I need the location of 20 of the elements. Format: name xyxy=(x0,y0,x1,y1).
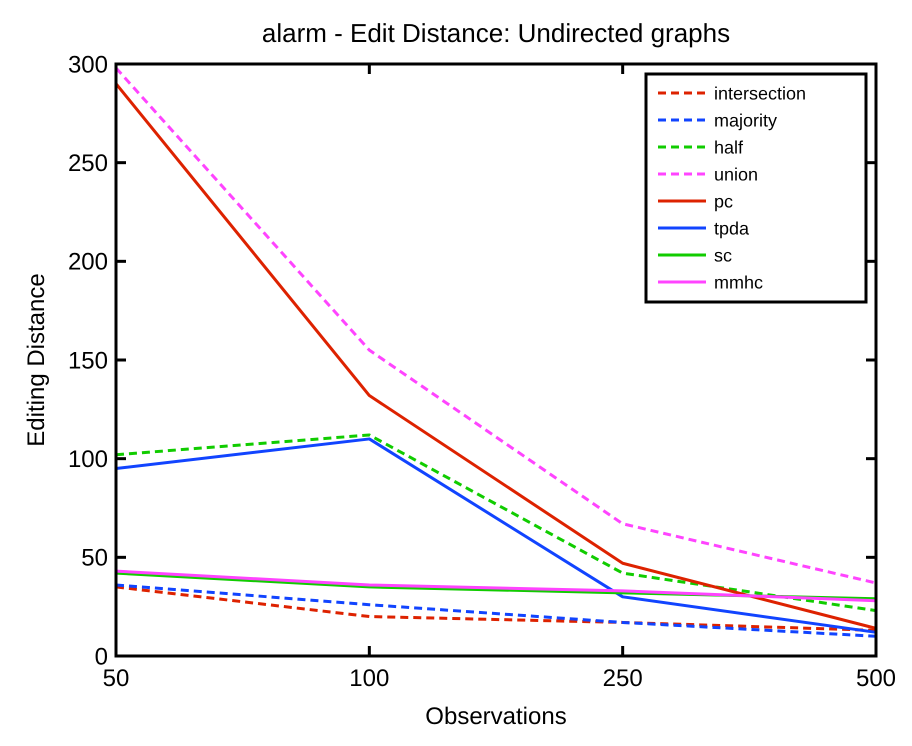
x-tick-label: 250 xyxy=(602,665,643,692)
y-tick-label: 50 xyxy=(81,544,108,572)
y-tick-label: 250 xyxy=(68,150,108,178)
legend-label: half xyxy=(714,137,744,158)
y-tick-label: 200 xyxy=(68,248,108,276)
legend-label: sc xyxy=(714,245,732,266)
y-tick-label: 300 xyxy=(68,51,108,78)
y-tick-label: 100 xyxy=(68,446,108,474)
legend-label: mmhc xyxy=(714,272,763,292)
legend-label: union xyxy=(714,164,758,184)
x-tick-label: 500 xyxy=(856,665,896,692)
y-tick-label: 150 xyxy=(68,347,108,374)
legend-label: majority xyxy=(714,110,778,130)
x-tick-label: 100 xyxy=(349,665,390,692)
legend-label: tpda xyxy=(714,218,750,238)
legend-label: intersection xyxy=(714,83,806,104)
chart-title: alarm - Edit Distance: Undirected graphs xyxy=(262,18,730,48)
y-axis-title: Editing Distance xyxy=(23,273,50,447)
legend-label: pc xyxy=(714,191,734,212)
x-axis-title: Observations xyxy=(425,703,567,730)
